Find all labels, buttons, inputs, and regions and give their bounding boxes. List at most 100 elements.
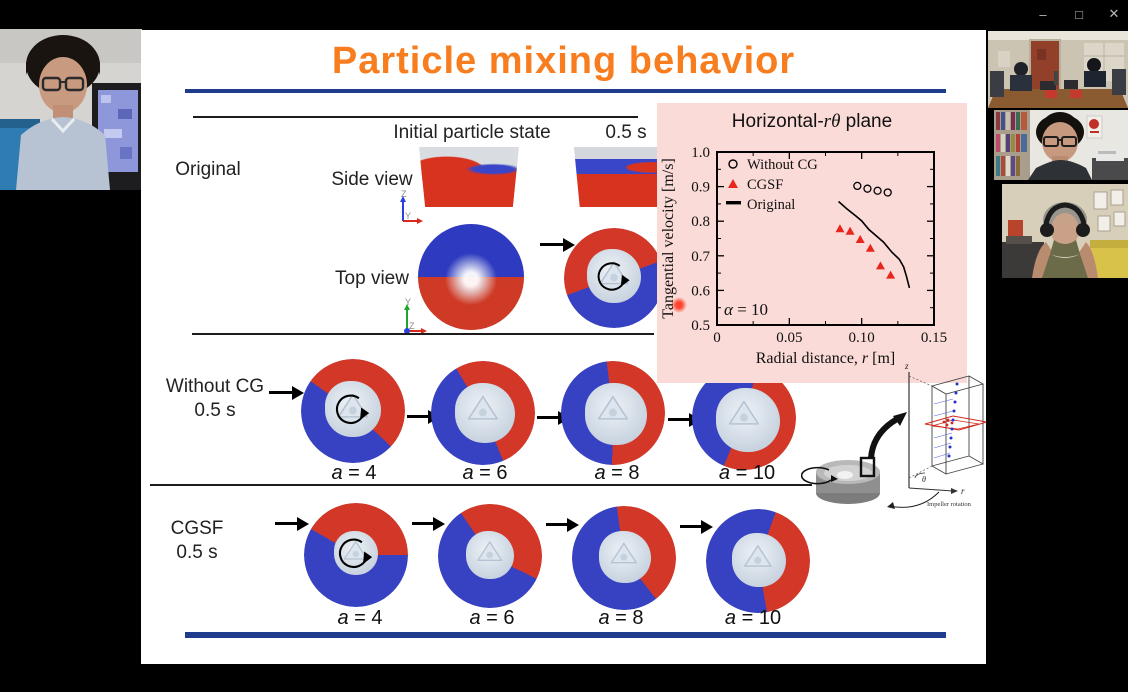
case-label: a = 6 — [462, 462, 508, 484]
column-header-time: 0.5 s — [605, 122, 647, 143]
y-tick-label: 1.0 — [691, 145, 710, 161]
titlebar: – □ ✕ — [0, 0, 1128, 28]
headphones-participant-photo — [1002, 184, 1128, 278]
without-cg-text: Without CG — [165, 376, 265, 397]
mix-image-wcg-a10 — [692, 366, 796, 470]
legend-label: Without CG — [747, 157, 818, 173]
velocity-chart: Horizontal-rθ plane 0 0.05 0.10 0.15 0.5 0.6 0… — [657, 103, 967, 383]
row-label-cgsf: CGSF 0.5 s — [141, 517, 253, 565]
alpha-annotation: α = 10 — [724, 300, 768, 319]
top-view-label: Top view — [335, 268, 409, 289]
shared-screen-slide: Particle mixing behavior Initial particl… — [141, 30, 986, 664]
without-cg-time: 0.5 s — [194, 399, 236, 421]
case-label: a = 8 — [598, 607, 644, 629]
participant-video-headphones[interactable] — [1002, 184, 1128, 278]
case-label: a = 4 — [331, 462, 377, 484]
cgsf-time: 0.5 s — [176, 541, 218, 563]
title-underline — [185, 89, 946, 93]
legend-marker-triangle — [728, 179, 738, 188]
rotation-arrow-icon — [597, 262, 630, 291]
case-label: a = 4 — [337, 607, 383, 629]
mix-image-cgsf-a4 — [304, 503, 408, 607]
mix-image-cgsf-a6 — [438, 504, 542, 608]
close-button[interactable]: ✕ — [1097, 2, 1128, 26]
data-point-cgsf — [845, 226, 855, 235]
schematic-r-label: r — [961, 486, 965, 496]
data-point-without-cg — [883, 188, 892, 197]
meeting-room-photo — [988, 31, 1128, 108]
data-point-cgsf — [886, 270, 896, 279]
rotation-arrow-icon — [335, 394, 370, 425]
slide-title: Particle mixing behavior — [331, 40, 796, 82]
arrow — [668, 412, 701, 427]
data-point-cgsf — [875, 261, 885, 270]
data-point-without-cg — [863, 184, 872, 193]
y-tick-label: 0.9 — [691, 180, 710, 196]
cgsf-text: CGSF — [170, 518, 224, 539]
y-axis-label: Tangential velocity [m/s] — [660, 158, 677, 319]
footer-rule — [185, 632, 946, 638]
x-tick-label: 0.15 — [921, 330, 947, 346]
schematic-theta-label: θ — [922, 475, 926, 484]
x-tick-label: 0 — [713, 330, 721, 346]
y-tick-label: 0.8 — [691, 214, 710, 230]
column-header-initial: Initial particle state — [393, 122, 551, 143]
mix-image-cgsf-a8 — [572, 506, 676, 610]
case-label: a = 10 — [718, 462, 776, 484]
axis-top-origin-label: Z — [409, 321, 415, 331]
side-view-after-image — [573, 147, 669, 207]
arrow — [680, 519, 713, 534]
legend-label: CGSF — [747, 177, 783, 193]
mix-image-cgsf-a10 — [706, 509, 810, 613]
y-tick-label: 0.6 — [691, 283, 710, 299]
axis-indicator-side: Z Y — [400, 189, 423, 224]
arrow — [412, 516, 445, 531]
side-view-label: Side view — [331, 169, 413, 190]
x-tick-label: 0.10 — [849, 330, 875, 346]
data-point-without-cg — [873, 186, 882, 195]
presenter-video[interactable] — [0, 29, 142, 190]
legend-marker-circle — [728, 159, 738, 169]
top-view-initial-image — [418, 224, 524, 330]
y-tick-label: 0.5 — [691, 318, 710, 334]
mix-image-wcg-a6 — [431, 361, 535, 465]
schematic-z-label: z — [904, 361, 909, 371]
arrow — [546, 517, 579, 532]
axis-top-up-label: Y — [405, 297, 411, 307]
data-point-cgsf — [855, 235, 865, 244]
rotation-arrow-icon — [338, 538, 373, 569]
case-label: a = 6 — [469, 607, 515, 629]
legend-marker-line — [726, 201, 741, 205]
arrow-without-cg — [269, 385, 304, 400]
row-label-original: Original — [175, 159, 241, 180]
impeller-schematic: z θ — [801, 361, 986, 509]
presenter-photo — [0, 29, 142, 190]
top-view-after-image — [564, 228, 664, 328]
x-axis-label: Radial distance, r [m] — [756, 350, 896, 367]
separator-middle — [192, 333, 654, 335]
x-tick-label: 0.05 — [776, 330, 802, 346]
chart-title: Horizontal-rθ plane — [731, 111, 893, 132]
mix-image-wcg-a4 — [301, 359, 405, 463]
participant-video-meeting-room[interactable] — [988, 31, 1128, 108]
participant-video-bookshelf[interactable] — [994, 110, 1128, 180]
case-label: a = 8 — [594, 462, 640, 484]
axis-side-right-label: Y — [405, 211, 411, 221]
arrow — [537, 410, 570, 425]
schematic-caption: Impeller rotation — [927, 501, 972, 508]
series-original-line — [837, 200, 911, 289]
y-tick-label: 0.7 — [691, 249, 710, 265]
separator-bottom — [150, 484, 812, 486]
data-point-cgsf — [865, 243, 875, 252]
case-label: a = 10 — [724, 607, 782, 629]
axis-side-up-label: Z — [401, 189, 407, 199]
laser-pointer-dot — [671, 297, 687, 313]
bookshelf-participant-photo — [994, 110, 1128, 180]
arrow — [407, 409, 440, 424]
data-point-cgsf — [835, 224, 845, 233]
minimize-button[interactable]: – — [1026, 2, 1060, 26]
maximize-button[interactable]: □ — [1062, 2, 1096, 26]
arrow-cgsf — [275, 516, 309, 531]
legend-label: Original — [747, 197, 795, 213]
